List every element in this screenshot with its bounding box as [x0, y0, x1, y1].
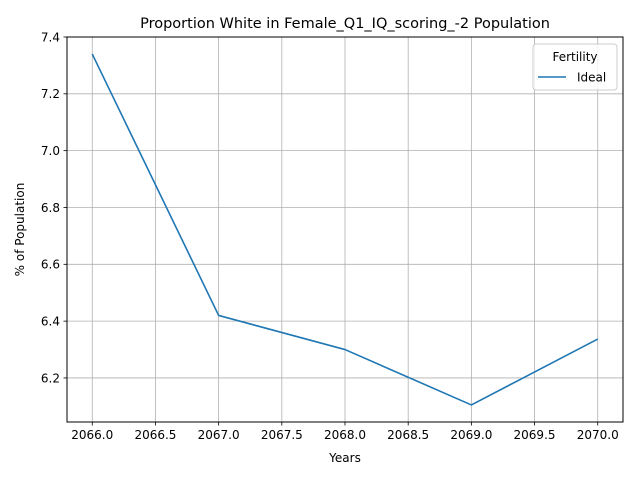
x-tick-label: 2066.0	[71, 428, 113, 442]
legend: Fertility Ideal	[532, 43, 618, 91]
legend-title: Fertility	[552, 50, 597, 64]
x-tick-label: 2068.5	[387, 428, 429, 442]
x-tick-label: 2069.0	[450, 428, 492, 442]
x-tick-label: 2069.5	[514, 428, 556, 442]
x-axis: 2066.0 2066.5 2067.0 2067.5 2068.0 2068.5 2069…	[71, 422, 619, 442]
y-tick-label: 6.8	[41, 201, 60, 215]
chart-title: Proportion White in Female_Q1_IQ_scoring…	[140, 16, 550, 32]
x-tick-label: 2066.5	[134, 428, 176, 442]
y-tick-label: 7.2	[41, 87, 60, 101]
y-tick-label: 6.6	[41, 258, 60, 272]
x-tick-label: 2068.0	[324, 428, 366, 442]
legend-entry-label: Ideal	[577, 70, 606, 84]
x-tick-label: 2067.5	[261, 428, 303, 442]
x-axis-label: Years	[328, 451, 361, 465]
x-tick-label: 2067.0	[198, 428, 240, 442]
legend-entries: Ideal	[538, 70, 606, 84]
x-tick-label: 2070.0	[577, 428, 619, 442]
series-layer	[91, 53, 599, 406]
y-tick-label: 7.0	[41, 144, 60, 158]
series-line-ideal	[91, 53, 599, 406]
y-axis-label: % of Population	[13, 183, 27, 277]
y-axis: 6.2 6.4 6.6 6.8 7.0 7.2 7.4	[41, 30, 67, 385]
y-tick-label: 6.2	[41, 371, 60, 385]
y-tick-label: 7.4	[41, 30, 60, 44]
y-tick-label: 6.4	[41, 314, 60, 328]
legend-box	[532, 43, 618, 91]
grid	[67, 36, 623, 422]
